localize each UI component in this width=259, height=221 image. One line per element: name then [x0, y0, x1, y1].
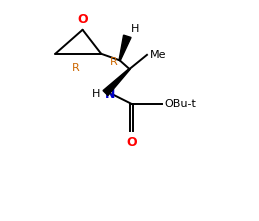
Text: Me: Me [150, 50, 167, 60]
Text: H: H [92, 89, 100, 99]
Text: O: O [126, 136, 137, 149]
Text: R: R [110, 57, 118, 67]
Text: O: O [77, 13, 88, 26]
Text: H: H [131, 24, 140, 34]
Polygon shape [103, 69, 130, 95]
Text: N: N [104, 88, 115, 101]
Text: R: R [72, 63, 80, 73]
Text: OBu-t: OBu-t [164, 99, 196, 109]
Polygon shape [119, 35, 131, 61]
